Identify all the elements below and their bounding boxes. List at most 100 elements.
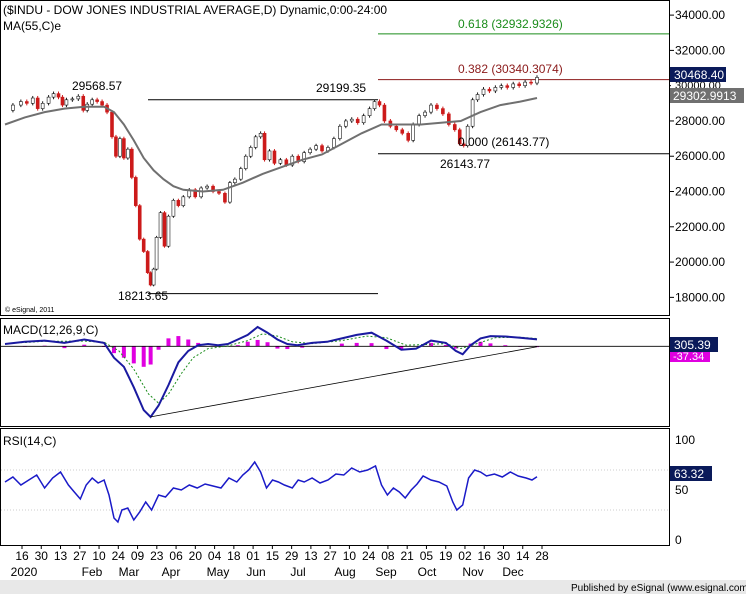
candle-body [41,103,44,108]
candle-body [159,213,162,238]
candle-body [412,124,415,140]
candle-body [368,109,371,116]
candle-body [19,102,22,106]
macd-histogram-bar [142,346,146,366]
x-tick-label: 15 [266,549,280,563]
price-tick-label: 18000.00 [675,290,725,304]
candle-body [217,192,220,194]
price-axis-ticks: 34000.0032000.0030000.0028000.0026000.00… [669,8,725,304]
candle-body [332,139,335,148]
ma-value-label: 29302.9913 [673,89,737,103]
price-tick-label: 20000.00 [675,255,725,269]
x-tick-label: 06 [169,549,183,563]
x-month-label: 2020 [11,565,38,579]
candle-body [239,169,242,180]
candle-body [453,124,456,129]
candle-body [96,100,99,102]
candle-body [530,82,533,83]
x-tick-label: 05 [420,549,434,563]
price-tick-label: 28000.00 [675,114,725,128]
x-tick-label: 09 [131,549,145,563]
candle-body [82,96,85,110]
candle-body [488,89,491,91]
price-tick-label: 24000.00 [675,185,725,199]
candle-body [146,251,149,272]
candle-body [142,239,145,251]
chart-title: ($INDU - DOW JONES INDUSTRIAL AVERAGE,D)… [3,3,387,17]
rsi-tick-label: 100 [675,433,695,447]
macd-histogram-bar [157,346,161,349]
macd-histogram-bar [340,344,344,347]
x-tick-label: 16 [478,549,492,563]
macd-histogram-bar [285,346,289,349]
swing-high-label-2: 29199.35 [316,81,366,95]
candle-body [395,126,398,130]
candle-body [321,146,324,151]
macd-histogram-bar [488,343,492,346]
candle-body [47,97,50,103]
candle-body [471,100,474,126]
x-tick-label: 04 [208,549,222,563]
x-month-label: Sep [375,565,397,579]
x-month-label: Apr [162,565,181,579]
candle-body [71,99,74,100]
candle-body [344,121,347,126]
x-tick-label: 24 [362,549,376,563]
x-month-label: Dec [502,565,523,579]
macd-title: MACD(12,26,9,C) [3,323,98,337]
x-tick-label: 30 [35,549,49,563]
x-tick-label: 30 [497,549,511,563]
fib-618-label: 0.618 (32932.9326) [458,17,563,31]
publisher-text: Published by eSignal (www.esignal.com) [571,583,746,594]
x-tick-label: 18 [227,549,241,563]
candle-body [418,116,421,125]
x-tick-label: 29 [285,549,299,563]
x-tick-label: 13 [304,549,318,563]
candle-body [167,216,170,246]
candle-body [378,102,381,106]
price-tick-label: 26000.00 [675,149,725,163]
last-price-label: 30468.40 [674,68,724,82]
candle-body [101,102,104,106]
x-tick-label: 27 [73,549,87,563]
x-tick-label: 16 [15,549,29,563]
macd-histogram-bar [256,340,260,346]
price-tick-label: 32000.00 [675,43,725,57]
fib-382-label: 0.382 (30340.3074) [458,62,563,76]
rsi-title: RSI(14,C) [3,434,56,448]
x-tick-label: 10 [92,549,106,563]
macd-histogram-bar [132,346,136,363]
candle-body [338,126,341,138]
candle-body [356,119,359,123]
macd-histogram-bar [246,342,250,347]
macd-histogram-bar [370,343,374,346]
macd-histogram-bar [149,346,153,364]
candle-body [36,98,39,109]
candle-body [401,130,404,134]
x-tick-label: 20 [189,549,203,563]
x-tick-label: 13 [54,549,68,563]
candle-body [91,100,94,104]
candle-body [57,94,60,98]
candle-body [350,119,353,121]
candle-body [31,98,34,103]
copyright-text: © eSignal, 2011 [5,306,55,314]
x-month-label: Jul [290,565,305,579]
candle-body [130,149,133,177]
candle-body [476,94,479,99]
candle-body [249,147,252,156]
candle-body [223,193,226,202]
x-tick-label: 02 [458,549,472,563]
x-month-label: Oct [418,565,437,579]
candle-body [506,86,509,88]
candle-body [110,112,113,137]
candle-body [244,156,247,168]
candle-body [536,77,539,83]
x-month-label: Aug [334,565,355,579]
ma-indicator-label: MA(55,C)e [3,19,61,33]
macd-panel-frame [1,319,670,427]
x-tick-label: 24 [112,549,126,563]
x-tick-label: 08 [381,549,395,563]
